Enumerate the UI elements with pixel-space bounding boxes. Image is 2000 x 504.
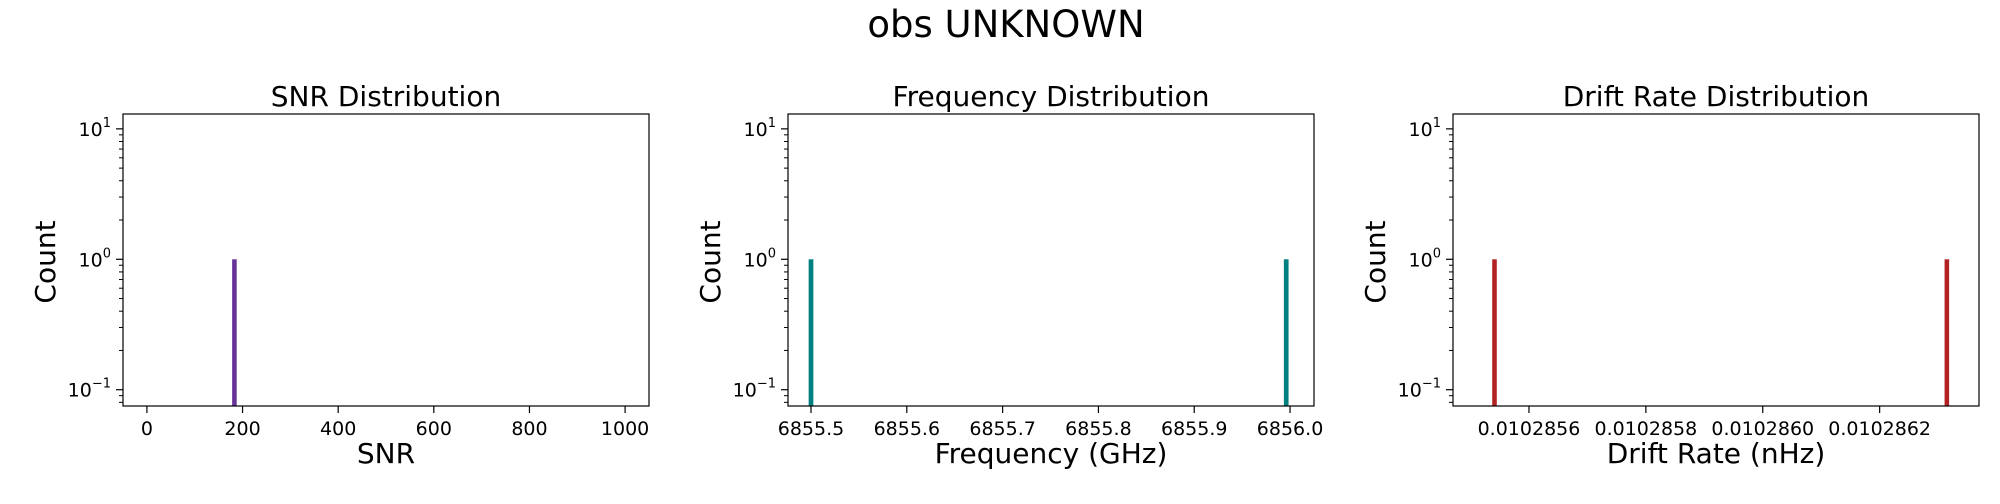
- y-tick-label: 10−1: [1398, 377, 1441, 402]
- x-tick-label: 6855.7: [969, 418, 1035, 440]
- y-tick-label: 100: [1409, 246, 1441, 271]
- x-tick-label: 800: [511, 418, 547, 440]
- x-tick-label: 0.0102860: [1711, 418, 1814, 440]
- panel-title: Frequency Distribution: [893, 80, 1210, 113]
- y-axis-label: Count: [29, 220, 62, 303]
- y-tick-label: 101: [79, 116, 111, 141]
- panel-drift-rate: Drift Rate Distribution Drift Rate (nHz)…: [1359, 80, 1980, 470]
- panel-title: Drift Rate Distribution: [1563, 80, 1870, 113]
- x-tick-label: 400: [320, 418, 356, 440]
- x-tick-label: 0: [141, 418, 153, 440]
- x-axis-label: Drift Rate (nHz): [1607, 437, 1826, 470]
- y-tick-label: 10−1: [68, 377, 111, 402]
- panel-snr: SNR Distribution SNR Count 10−1 100 101 0 20…: [29, 80, 650, 470]
- figure-title: obs UNKNOWN: [867, 3, 1144, 46]
- y-tick-label: 100: [79, 246, 111, 271]
- plot-frame: [1452, 113, 1980, 407]
- y-axis-label: Count: [1359, 220, 1392, 303]
- panel-frequency: Frequency Distribution Frequency (GHz) C…: [694, 80, 1323, 470]
- x-tick-label: 200: [224, 418, 260, 440]
- panel-title: SNR Distribution: [271, 80, 501, 113]
- x-tick-label: 0.0102862: [1828, 418, 1931, 440]
- x-tick-label: 0.0102856: [1478, 418, 1581, 440]
- x-axis-label: SNR: [357, 437, 415, 470]
- y-tick-label: 101: [744, 116, 776, 141]
- x-tick-label: 6855.8: [1065, 418, 1131, 440]
- x-tick-label: 6856.0: [1257, 418, 1323, 440]
- x-axis-label: Frequency (GHz): [935, 437, 1168, 470]
- x-tick-label: 1000: [601, 418, 649, 440]
- y-tick-label: 101: [1409, 116, 1441, 141]
- histogram-bar: [232, 259, 237, 406]
- x-tick-label: 6855.6: [874, 418, 940, 440]
- x-tick-label: 6855.5: [778, 418, 844, 440]
- x-tick-label: 600: [416, 418, 452, 440]
- plot-frame: [787, 113, 1315, 407]
- histogram-bar: [1492, 259, 1497, 406]
- plot-frame: [122, 113, 650, 407]
- x-tick-label: 0.0102858: [1594, 418, 1697, 440]
- y-tick-label: 100: [744, 246, 776, 271]
- histogram-bar: [808, 259, 814, 406]
- histogram-bar: [1283, 259, 1289, 406]
- y-axis-label: Count: [694, 220, 727, 303]
- x-tick-label: 6855.9: [1161, 418, 1227, 440]
- y-tick-label: 10−1: [733, 377, 776, 402]
- histogram-bar: [1944, 259, 1950, 406]
